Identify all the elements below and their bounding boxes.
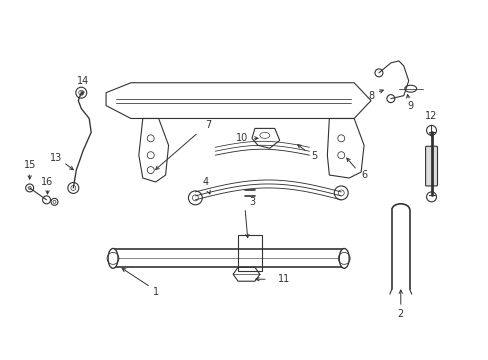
Text: 9: 9 [407, 100, 413, 111]
Text: 3: 3 [248, 197, 254, 207]
Text: 1: 1 [152, 287, 159, 297]
Text: 16: 16 [41, 177, 54, 187]
Text: 2: 2 [397, 309, 403, 319]
FancyBboxPatch shape [425, 146, 437, 186]
Text: 4: 4 [202, 177, 208, 187]
Text: 10: 10 [235, 133, 247, 143]
Text: 12: 12 [425, 111, 437, 121]
Text: 11: 11 [277, 274, 289, 284]
Text: 14: 14 [77, 76, 89, 86]
Text: 15: 15 [23, 160, 36, 170]
Text: 13: 13 [50, 153, 62, 163]
Text: 7: 7 [205, 121, 211, 130]
Text: 6: 6 [360, 170, 366, 180]
Ellipse shape [339, 248, 348, 268]
Text: 8: 8 [367, 91, 373, 101]
Ellipse shape [108, 248, 118, 268]
Text: 5: 5 [311, 151, 317, 161]
